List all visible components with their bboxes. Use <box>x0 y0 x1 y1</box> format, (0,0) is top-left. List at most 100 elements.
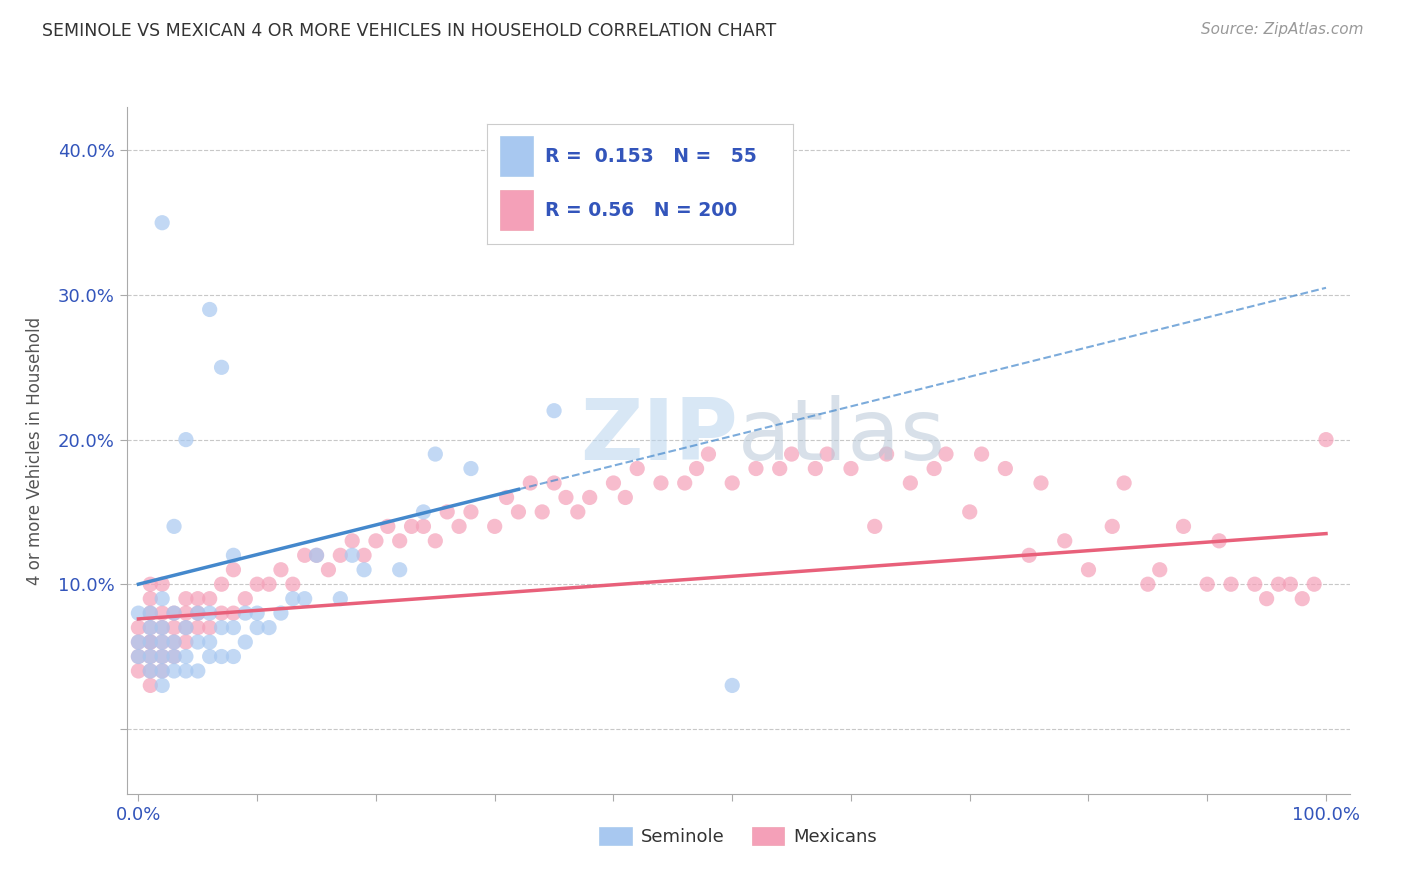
Point <box>340 549 363 563</box>
Point <box>721 678 744 692</box>
Point <box>994 461 1017 475</box>
Point <box>922 461 945 475</box>
Point <box>211 621 233 635</box>
Point <box>198 591 221 606</box>
Legend: Seminole, Mexicans: Seminole, Mexicans <box>592 820 884 854</box>
Point <box>412 505 434 519</box>
Point <box>294 591 316 606</box>
Point <box>174 606 197 620</box>
Point <box>150 678 173 692</box>
Point <box>222 621 245 635</box>
Point <box>174 621 197 635</box>
Point <box>150 621 173 635</box>
Point <box>198 649 221 664</box>
Point <box>198 635 221 649</box>
Point <box>139 678 162 692</box>
Point <box>150 649 173 664</box>
Point <box>281 577 304 591</box>
Point <box>329 591 352 606</box>
Point <box>150 635 173 649</box>
Point <box>1018 549 1040 563</box>
Point <box>519 475 541 490</box>
Point <box>150 577 173 591</box>
Point <box>1053 533 1076 548</box>
Point <box>163 649 186 664</box>
Point <box>602 475 624 490</box>
Point <box>150 649 173 664</box>
Point <box>484 519 506 533</box>
Point <box>139 606 162 620</box>
Point <box>1136 577 1159 591</box>
Point <box>222 563 245 577</box>
Point <box>174 591 197 606</box>
Point <box>377 519 399 533</box>
Point <box>804 461 827 475</box>
Point <box>721 475 744 490</box>
Point <box>163 606 186 620</box>
Point <box>187 591 209 606</box>
Point <box>697 447 720 461</box>
Point <box>163 635 186 649</box>
Point <box>233 635 256 649</box>
Point <box>127 635 149 649</box>
Point <box>863 519 886 533</box>
Point <box>198 606 221 620</box>
Point <box>340 533 363 548</box>
Point <box>139 635 162 649</box>
Point <box>246 606 269 620</box>
Point <box>257 621 280 635</box>
Point <box>1291 591 1313 606</box>
Point <box>211 606 233 620</box>
Point <box>388 563 411 577</box>
Point <box>970 447 993 461</box>
Point <box>257 577 280 591</box>
Point <box>150 591 173 606</box>
Point <box>839 461 862 475</box>
Text: ZIP: ZIP <box>581 395 738 478</box>
Point <box>578 491 600 505</box>
Point <box>139 621 162 635</box>
Point <box>163 606 186 620</box>
Point <box>246 621 269 635</box>
Point <box>436 505 458 519</box>
Point <box>425 533 447 548</box>
Point <box>294 549 316 563</box>
Point <box>1077 563 1099 577</box>
Point <box>1243 577 1265 591</box>
Point <box>543 475 565 490</box>
Point <box>163 621 186 635</box>
Point <box>769 461 792 475</box>
Point <box>401 519 423 533</box>
Point <box>1279 577 1302 591</box>
Point <box>1220 577 1243 591</box>
Point <box>150 635 173 649</box>
Point <box>187 635 209 649</box>
Point <box>187 606 209 620</box>
Point <box>281 591 304 606</box>
Point <box>364 533 387 548</box>
Point <box>388 533 411 548</box>
Point <box>150 216 173 230</box>
Point <box>650 475 672 490</box>
Point <box>270 563 292 577</box>
Text: SEMINOLE VS MEXICAN 4 OR MORE VEHICLES IN HOUSEHOLD CORRELATION CHART: SEMINOLE VS MEXICAN 4 OR MORE VEHICLES I… <box>42 22 776 40</box>
Point <box>233 606 256 620</box>
Point <box>127 606 149 620</box>
Point <box>412 519 434 533</box>
Point <box>163 519 186 533</box>
Point <box>127 621 149 635</box>
Point <box>139 664 162 678</box>
Point <box>139 649 162 664</box>
Point <box>425 447 447 461</box>
Point <box>174 433 197 447</box>
Point <box>211 360 233 375</box>
Point <box>935 447 957 461</box>
Point <box>174 635 197 649</box>
Point <box>353 549 375 563</box>
Point <box>139 635 162 649</box>
Point <box>614 491 637 505</box>
Point <box>270 606 292 620</box>
Point <box>460 505 482 519</box>
Point <box>1303 577 1326 591</box>
Point <box>139 577 162 591</box>
